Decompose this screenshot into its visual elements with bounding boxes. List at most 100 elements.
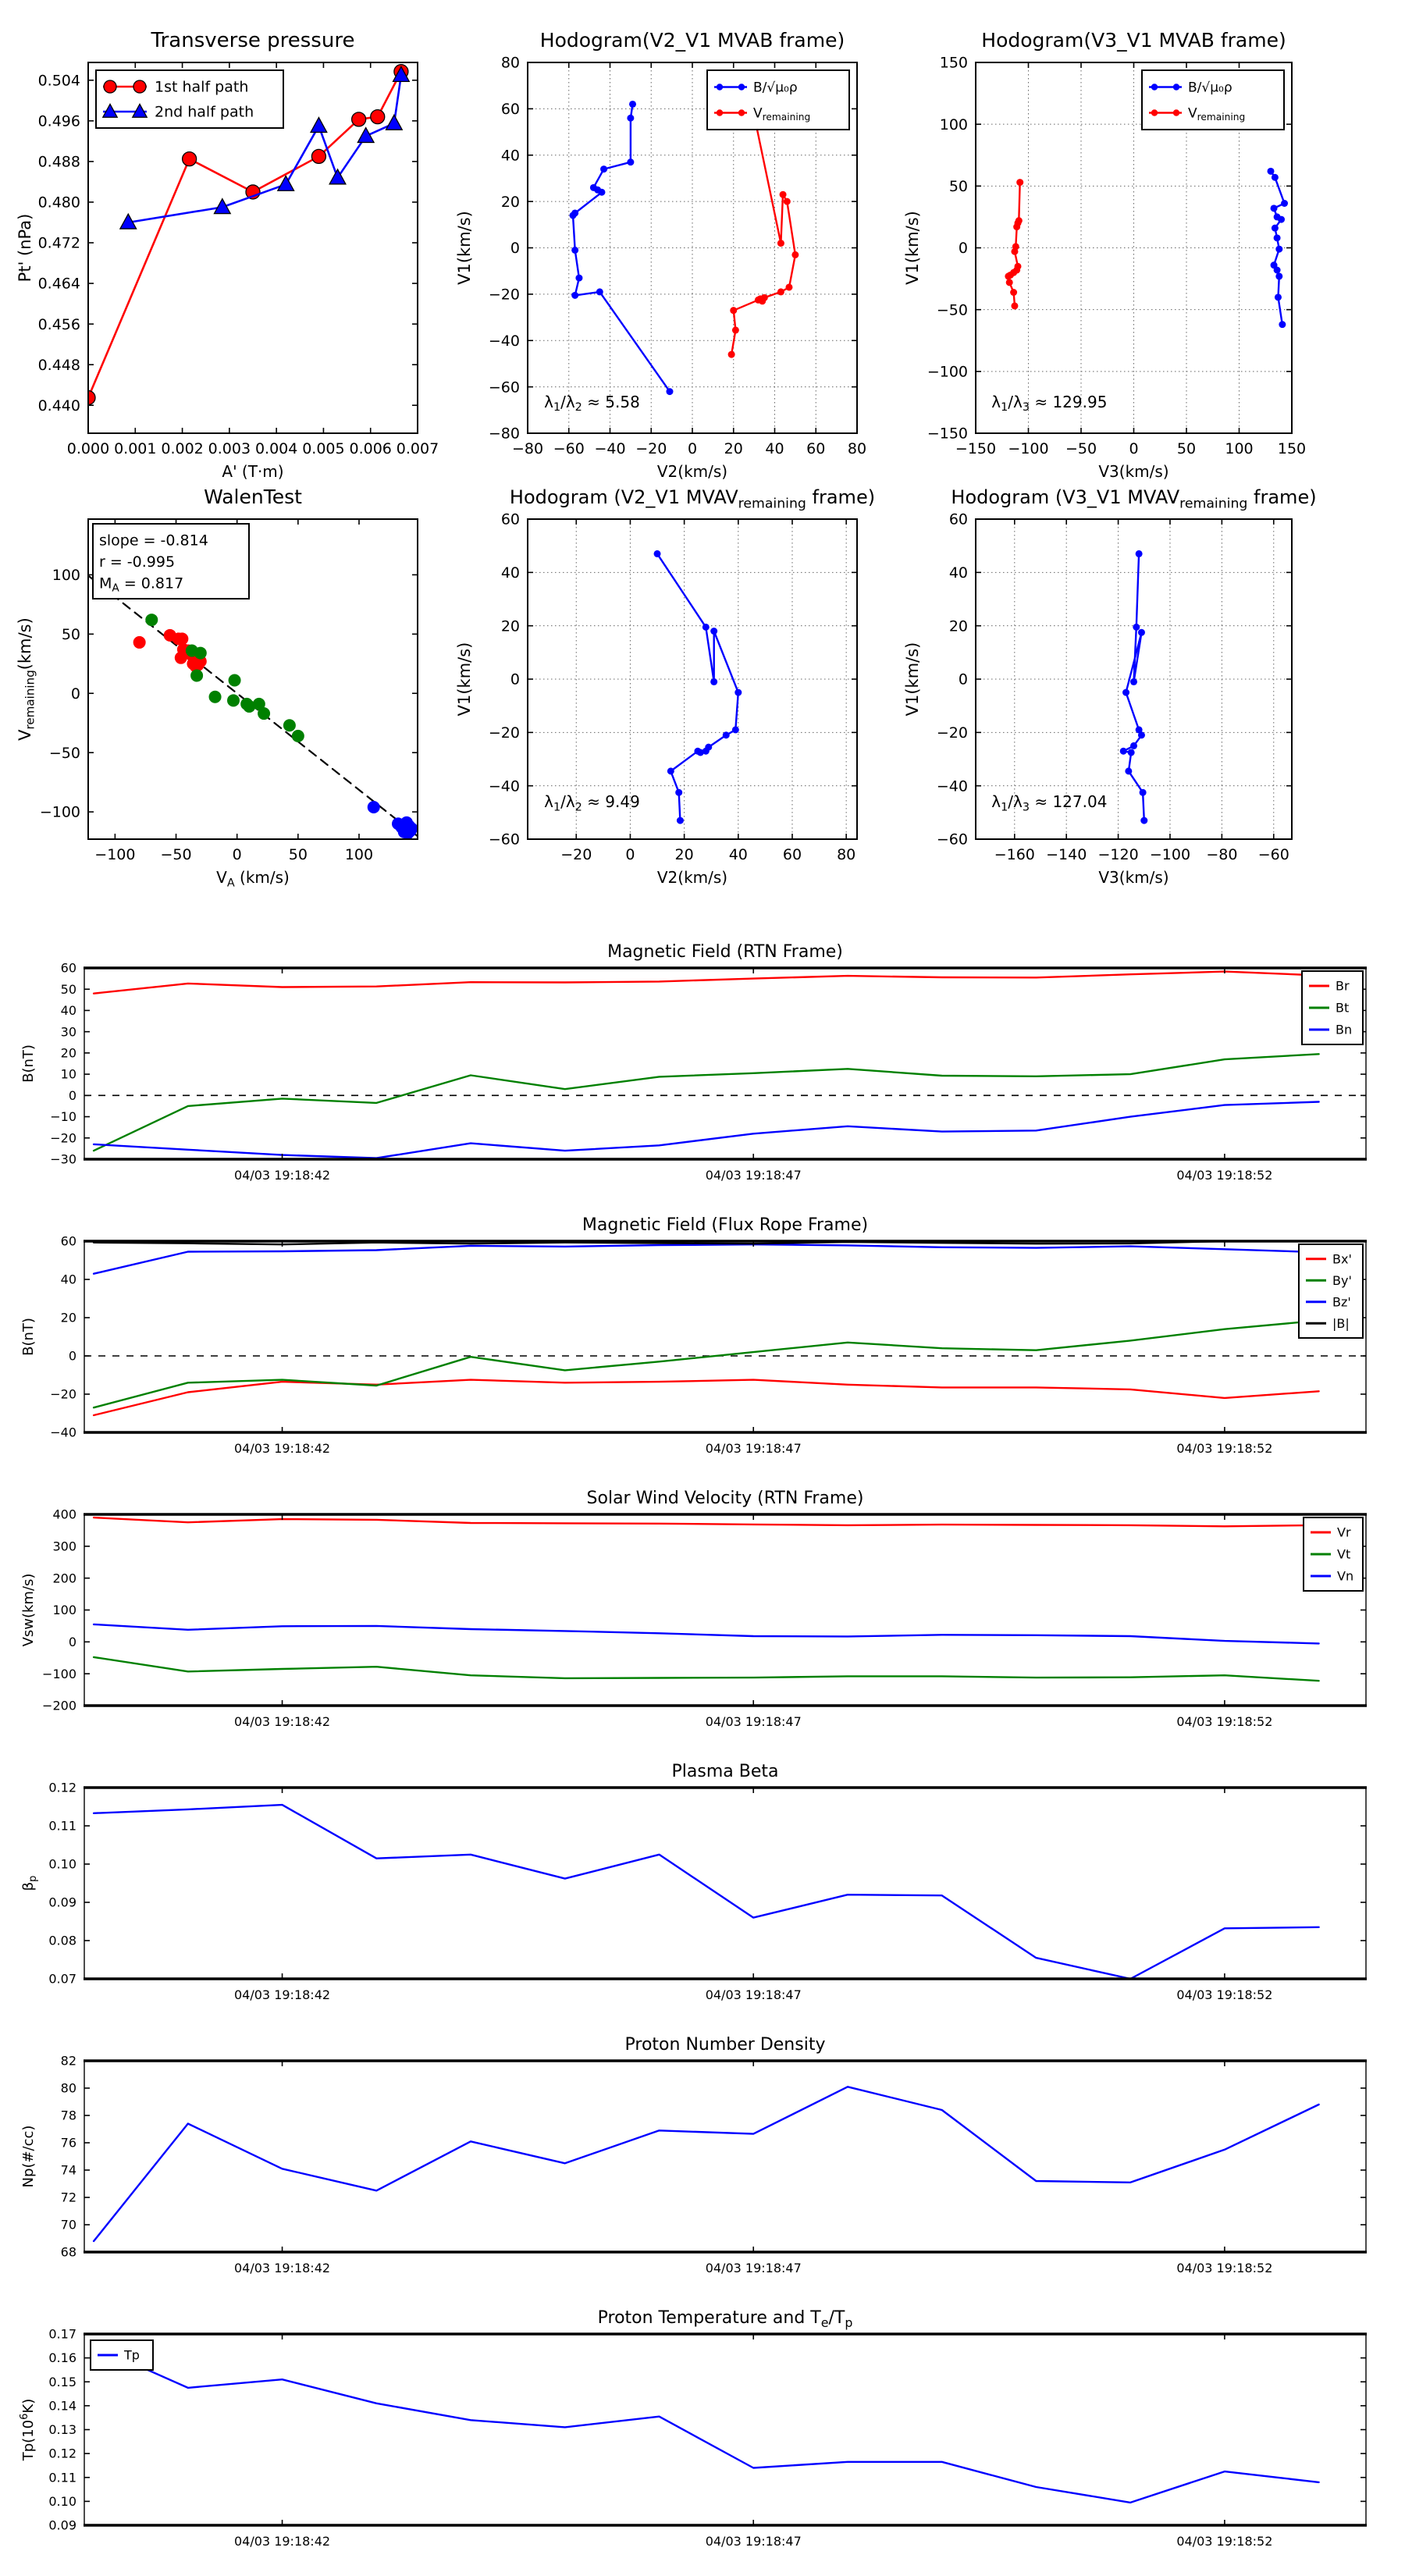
- transverse-pressure-x-tick-label: 0.002: [161, 440, 203, 457]
- transverse-pressure-axes: 0.000 0.001 0.002 0.003 0.004 0.005 0.006 0.007…: [38, 62, 439, 457]
- hodogram-v2v1-mvav-y-tick-label: −60: [489, 831, 520, 849]
- proton-temperature-y-tick-label: 0.16: [48, 2350, 76, 2365]
- magnetic-field-rtn-y-tick-label: −30: [50, 1152, 76, 1167]
- plasma-beta-series-beta-p: [92, 1803, 1320, 1980]
- plasma-beta-x-tick-label: 04/03 19:18:52: [1176, 1987, 1272, 2002]
- solar-wind-velocity-y-tick-label: 400: [52, 1507, 76, 1522]
- hodogram-v3v1-mvab-series-v-remaining: [1005, 179, 1024, 310]
- proton-number-density-axes: 04/03 19:18:42 04/03 19:18:47 04/03 19:18:…: [61, 2054, 1367, 2275]
- transverse-pressure-y-tick-label: 0.456: [38, 316, 80, 333]
- magnetic-field-fluxrope-legend-label: Bz': [1332, 1294, 1351, 1309]
- chart-hodogram-v3v1-mvab: −150 −100 −50 0 50 100 150 −150 −100 −50 0 50 100 150…: [903, 29, 1306, 481]
- magnetic-field-fluxrope-legend-label: Bx': [1332, 1251, 1352, 1266]
- transverse-pressure-ylabel: Pt' (nPa): [16, 214, 34, 283]
- proton-temperature-y-tick-label: 0.14: [48, 2398, 76, 2413]
- hodogram-v2v1-mvav-x-tick-label: 40: [729, 846, 748, 863]
- solar-wind-velocity-x-tick-label: 04/03 19:18:47: [706, 1714, 802, 1729]
- hodogram-v3v1-mvav-ylabel: V1(km/s): [903, 642, 922, 717]
- proton-number-density-y-tick-label: 74: [61, 2163, 76, 2178]
- magnetic-field-rtn-y-tick-label: 20: [61, 1045, 76, 1060]
- solar-wind-velocity-legend-label: Vn: [1337, 1569, 1353, 1584]
- plasma-beta-y-tick-label: 0.08: [48, 1934, 76, 1948]
- hodogram-v2v1-mvav-x-tick-label: 20: [675, 846, 694, 863]
- chart-hodogram-v3v1-mvav: −160 −140 −120 −100 −80 −60 −60 −40 −20 0 20 40 60Ho…: [903, 486, 1317, 887]
- hodogram-v3v1-mvab-legend-label: Vremaining: [1188, 105, 1245, 123]
- hodogram-v2v1-mvab-y-tick-label: −40: [489, 333, 520, 350]
- magnetic-field-fluxrope-series-b-magnitude: [92, 1240, 1320, 1246]
- magnetic-field-fluxrope-legend: Bx' By' Bz' |B|: [1298, 1244, 1364, 1339]
- walen-test-xlabel: VA (km/s): [216, 868, 290, 889]
- magnetic-field-rtn-legend-label: Bt: [1336, 1001, 1349, 1016]
- transverse-pressure-y-tick-label: 0.488: [38, 154, 80, 171]
- transverse-pressure-legend: 1st half path 2nd half path: [95, 69, 284, 129]
- proton-temperature-x-tick-label: 04/03 19:18:52: [1176, 2534, 1272, 2549]
- transverse-pressure-legend-label: 1st half path: [155, 79, 248, 96]
- hodogram-v3v1-mvav-y-tick-label: −40: [937, 777, 968, 795]
- hodogram-v2v1-mvab-x-tick-label: 60: [806, 440, 825, 457]
- walen-test-series-scatter-blue: [367, 801, 418, 840]
- hodogram-v2v1-mvav-series-path: [653, 550, 742, 824]
- hodogram-v2v1-mvab-x-tick-label: −60: [553, 440, 585, 457]
- plasma-beta-axes: 04/03 19:18:42 04/03 19:18:47 04/03 19:18:…: [48, 1781, 1367, 2002]
- hodogram-v2v1-mvab-x-tick-label: 40: [765, 440, 784, 457]
- walen-test-y-tick-label: −100: [40, 804, 80, 821]
- hodogram-v2v1-mvab-series-alfven-velocity: [569, 100, 674, 396]
- plasma-beta-y-tick-label: 0.09: [48, 1895, 76, 1910]
- walen-test-stats-box: slope = -0.814 r = -0.995 MA = 0.817: [92, 523, 250, 600]
- chart-hodogram-v2v1-mvab: −80 −60 −40 −20 0 20 40 60 80 −80 −60 −40 −20 0 20 40 60…: [455, 29, 866, 481]
- plasma-beta-y-tick-label: 0.12: [48, 1781, 76, 1795]
- solar-wind-velocity-series-vt: [92, 1656, 1320, 1682]
- transverse-pressure-x-tick-label: 0.003: [208, 440, 251, 457]
- hodogram-v2v1-mvav-grid: [528, 518, 857, 840]
- hodogram-v2v1-mvab-legend-label: Vremaining: [753, 105, 810, 123]
- magnetic-field-fluxrope-x-tick-label: 04/03 19:18:47: [706, 1441, 802, 1456]
- hodogram-v2v1-mvav-annotation: λ1/λ2 ≈ 9.49: [544, 792, 640, 813]
- proton-temperature-y-tick-label: 0.10: [48, 2494, 76, 2509]
- hodogram-v2v1-mvav-y-tick-label: 40: [501, 564, 520, 582]
- proton-temperature-x-tick-label: 04/03 19:18:42: [234, 2534, 330, 2549]
- hodogram-v3v1-mvab-y-tick-label: 50: [949, 178, 968, 195]
- chart-walen-test: −100 −50 0 50 100 −100 −50 0 50 100 WalenTest VA (k…: [16, 486, 418, 889]
- walen-test-series-scatter-green: [145, 614, 304, 742]
- magnetic-field-rtn-series-bn: [92, 1101, 1320, 1159]
- proton-number-density-ylabel: Np(#/cc): [20, 2126, 37, 2188]
- hodogram-v3v1-mvab-y-tick-label: −100: [927, 363, 968, 380]
- proton-temperature-y-tick-label: 0.12: [48, 2446, 76, 2461]
- solar-wind-velocity-series-vr: [92, 1516, 1320, 1528]
- hodogram-v2v1-mvab-xlabel: V2(km/s): [657, 462, 727, 481]
- walen-test-stats-line: MA = 0.817: [99, 575, 183, 594]
- proton-temperature-y-tick-label: 0.13: [48, 2422, 76, 2437]
- hodogram-v3v1-mvav-axes: −160 −140 −120 −100 −80 −60 −60 −40 −20 0 20 40 60: [937, 511, 1293, 863]
- hodogram-v2v1-mvav-y-tick-label: −20: [489, 724, 520, 742]
- magnetic-field-rtn-legend-label: Br: [1336, 979, 1350, 994]
- hodogram-v3v1-mvav-grid: [976, 518, 1292, 840]
- transverse-pressure-y-tick-label: 0.504: [38, 72, 80, 89]
- magnetic-field-fluxrope-ylabel: B(nT): [20, 1318, 37, 1356]
- walen-test-stats-line: slope = -0.814: [99, 532, 208, 550]
- walen-test-y-tick-label: 50: [62, 626, 80, 643]
- hodogram-v3v1-mvab-legend-label: B/√μ₀ρ: [1188, 80, 1232, 95]
- transverse-pressure-legend-label: 2nd half path: [155, 104, 254, 121]
- proton-temperature-series-tp: [92, 2345, 1320, 2504]
- walen-test-title: WalenTest: [204, 486, 302, 508]
- hodogram-v2v1-mvab-annotation: λ1/λ2 ≈ 5.58: [544, 393, 640, 414]
- hodogram-v3v1-mvab-x-tick-label: 50: [1177, 440, 1196, 457]
- hodogram-v3v1-mvav-y-tick-label: 20: [949, 617, 968, 635]
- walen-test-y-tick-label: 0: [71, 685, 80, 703]
- magnetic-field-rtn-x-tick-label: 04/03 19:18:47: [706, 1168, 802, 1183]
- plasma-beta-y-tick-label: 0.10: [48, 1857, 76, 1872]
- chart-solar-wind-velocity: 04/03 19:18:42 04/03 19:18:47 04/03 19:18:…: [20, 1489, 1367, 1729]
- walen-test-y-tick-label: 100: [52, 567, 80, 584]
- proton-number-density-x-tick-label: 04/03 19:18:42: [234, 2261, 330, 2275]
- proton-number-density-series-np: [92, 2086, 1320, 2243]
- magnetic-field-rtn-y-tick-label: 30: [61, 1024, 76, 1039]
- hodogram-v3v1-mvav-y-tick-label: −60: [937, 831, 968, 849]
- hodogram-v2v1-mvab-y-tick-label: −20: [489, 286, 520, 304]
- magnetic-field-fluxrope-y-tick-label: 60: [61, 1234, 76, 1249]
- walen-test-y-tick-label: −50: [49, 745, 80, 762]
- magnetic-field-fluxrope-x-tick-label: 04/03 19:18:42: [234, 1441, 330, 1456]
- proton-number-density-y-tick-label: 76: [61, 2136, 76, 2151]
- magnetic-field-fluxrope-legend-label: By': [1332, 1273, 1352, 1288]
- proton-number-density-y-tick-label: 78: [61, 2108, 76, 2123]
- transverse-pressure-series-second-half-path: [119, 66, 411, 229]
